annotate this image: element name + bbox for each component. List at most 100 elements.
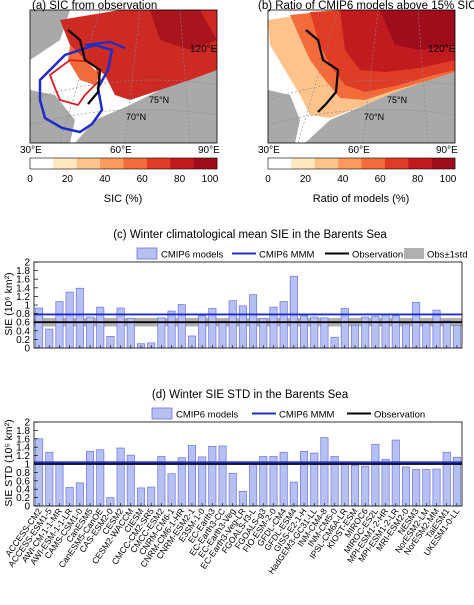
chart-sie-std: (d) Winter SIE STD in the Barents Sea SI… [3, 389, 463, 576]
chart-c-ytick-label: 1.6 [16, 275, 30, 286]
map-a-title: (a) SIC from observation [32, 0, 157, 12]
chart-c-bar [198, 315, 207, 349]
chart-c-bar [75, 287, 84, 349]
legend-d-obs: Observation [374, 410, 425, 421]
cbar-b-tick-100: 100 [440, 174, 457, 185]
chart-c-ytick-label: 2 [24, 258, 30, 269]
cbar-a-tick-60: 60 [137, 174, 149, 185]
chart-d-ytick-label: 0.4 [16, 485, 30, 496]
chart-d-legend: CMIP6 models CMIP6 MMM Observation [151, 407, 425, 421]
cbar-a-label: SIC (%) [104, 193, 143, 205]
cbar-a-tick-0: 0 [27, 174, 33, 185]
chart-c-bar [412, 302, 421, 349]
legend-c-swatch-models [136, 247, 158, 260]
cbar-a-segment [170, 158, 194, 169]
lon-label-60-b: 60°E [348, 145, 370, 156]
chart-d-ytick-label: 1.8 [16, 426, 30, 437]
chart-d-bar [208, 446, 217, 507]
chart-d-bar [381, 459, 390, 507]
cbar-b-segment [268, 158, 292, 169]
chart-c-ytick-label: 1.2 [16, 292, 30, 303]
chart-d-bar [86, 451, 95, 507]
cbar-a-tick-20: 20 [62, 174, 74, 185]
chart-d-ytick-label: 0.6 [16, 476, 30, 487]
chart-c-bar [269, 306, 278, 349]
lat-label-70: 70°N [126, 112, 146, 122]
legend-d-swatch-models [151, 407, 173, 420]
lat-label-70-b: 70°N [364, 112, 384, 122]
chart-d-bar [340, 462, 349, 507]
chart-c-bar [381, 313, 390, 349]
chart-d-bar [279, 451, 288, 507]
chart-d-bar [249, 463, 258, 507]
map-b-title: (b) Ratio of CMIP6 models above 15% SIC [258, 0, 474, 12]
legend-d-models: CMIP6 models [176, 410, 239, 421]
cbar-b-tick-20: 20 [300, 174, 312, 185]
cbar-a-tick-80: 80 [174, 174, 186, 185]
chart-c-bar [96, 306, 105, 349]
chart-d-bar [167, 473, 176, 507]
chart-c-bar [350, 324, 360, 349]
chart-d-bar [55, 462, 64, 507]
map-model-ratio: (b) Ratio of CMIP6 models above 15% SIC … [258, 0, 474, 156]
chart-c-ytick-label: 1.4 [16, 283, 30, 294]
cbar-a-segment [100, 158, 124, 169]
chart-c-ylabel: SIE (10⁶ km²) [3, 272, 15, 335]
lon-label-90-b: 90°E [436, 145, 458, 156]
map-observation: (a) SIC from observation 75°N 70°N 120°E… [20, 0, 220, 156]
chart-c-ytick-label: 0.8 [16, 309, 30, 320]
chart-c-bar [238, 305, 247, 349]
chart-c-legend: CMIP6 models CMIP6 MMM Observation Obs±1… [136, 247, 468, 261]
cbar-b-tick-80: 80 [412, 174, 424, 185]
chart-d-ytick-label: 1.2 [16, 451, 30, 462]
legend-c-mmm: CMIP6 MMM [259, 250, 315, 261]
legend-c-models: CMIP6 models [161, 250, 224, 261]
cbar-b-segment [384, 158, 409, 169]
cbar-b-segment [291, 158, 316, 169]
chart-d-ytick-label: 1.4 [16, 443, 30, 454]
chart-d-ylabel: SIE STD (10⁵ km²) [3, 419, 15, 506]
cbar-b-tick-60: 60 [375, 174, 387, 185]
chart-c-bar [432, 309, 441, 349]
cbar-a-segment [30, 158, 54, 169]
chart-d-bar [361, 465, 370, 507]
chart-c-ytick-label: 0.6 [16, 318, 30, 329]
chart-c-bar [167, 310, 176, 349]
cbar-b-segment [408, 158, 432, 169]
chart-c-bar [442, 320, 451, 349]
cbar-a-segment [193, 158, 218, 169]
chart-c-ytick-label: 0.2 [16, 335, 30, 346]
chart-d-ytick-label: 2 [24, 418, 30, 429]
chart-c-ytick-label: 1.8 [16, 266, 30, 277]
chart-d-bar [442, 451, 451, 507]
chart-d-bar [45, 451, 54, 507]
chart-mean-sie: (c) Winter climatological mean SIE in th… [3, 229, 468, 355]
cbar-b-label: Ratio of models (%) [313, 193, 410, 205]
cbar-a-tick-40: 40 [99, 174, 111, 185]
chart-c-bar [177, 304, 186, 349]
chart-d-ytick-label: 1 [24, 460, 30, 471]
cbar-b-segment [431, 158, 456, 169]
legend-c-obs: Observation [352, 250, 403, 261]
chart-c-bar [279, 301, 288, 349]
chart-c-bar [65, 291, 74, 349]
chart-c-bar [228, 300, 237, 349]
lon-label-30: 30°E [20, 145, 42, 156]
chart-c-bar [300, 315, 309, 349]
chart-d-bar [422, 469, 431, 507]
lat-label-75-b: 75°N [387, 95, 407, 105]
chart-c-bar [289, 275, 298, 349]
chart-c-bar [401, 323, 410, 349]
lon-label-30-b: 30°E [258, 145, 280, 156]
chart-d-bar [300, 451, 309, 507]
chart-c-bar [391, 315, 400, 349]
cbar-a-segment [123, 158, 148, 169]
cbar-a-tick-100: 100 [202, 174, 219, 185]
chart-d-bar [412, 469, 421, 507]
chart-d-bar [371, 443, 380, 507]
cbar-b-segment [361, 158, 386, 169]
chart-d-bar [96, 449, 105, 507]
chart-d-bar [350, 464, 360, 507]
chart-d-ytick-label: 0.8 [16, 468, 30, 479]
